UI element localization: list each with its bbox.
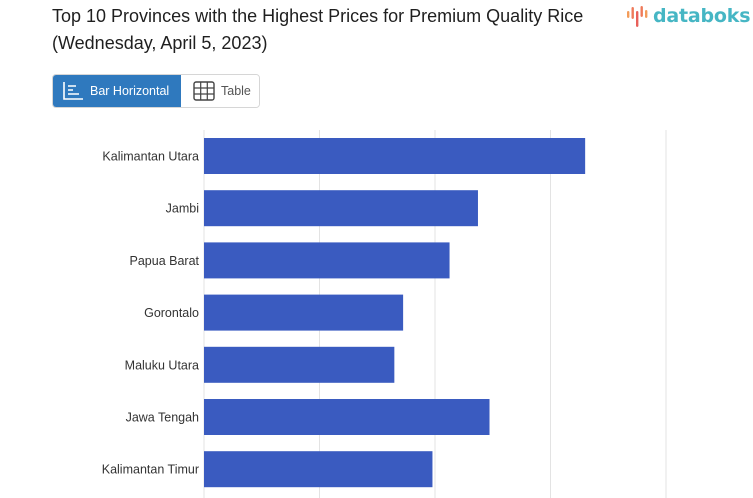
view-toggle: Bar Horizontal Table	[52, 74, 260, 108]
category-label: Gorontalo	[144, 306, 199, 320]
bar-maluku-utara[interactable]	[204, 346, 395, 383]
table-icon	[193, 81, 215, 101]
table-button[interactable]: Table	[181, 75, 259, 107]
bar-horizontal-label: Bar Horizontal	[90, 84, 170, 98]
databoks-logo[interactable]: databoks	[626, 4, 751, 28]
category-label: Maluku Utara	[125, 358, 199, 372]
category-label: Jawa Tengah	[126, 411, 199, 425]
databoks-logo-icon	[627, 6, 648, 27]
table-label: Table	[221, 84, 251, 98]
bar-gorontalo[interactable]	[204, 294, 404, 331]
category-label: Kalimantan Timur	[102, 463, 199, 477]
category-label: Kalimantan Utara	[102, 150, 199, 164]
category-label: Papua Barat	[130, 254, 200, 268]
brand-name: databoks	[653, 5, 751, 27]
bar-chart-icon	[63, 82, 83, 100]
bar-jawa-tengah[interactable]	[204, 399, 490, 435]
bar-horizontal-button[interactable]: Bar Horizontal	[53, 75, 181, 107]
chart-title: Top 10 Provinces with the Highest Prices…	[52, 6, 584, 53]
category-label: Jambi	[166, 202, 199, 216]
bar-kalimantan-utara[interactable]	[204, 138, 586, 174]
bar-jambi[interactable]	[204, 190, 478, 227]
bar-kalimantan-timur[interactable]	[204, 451, 433, 488]
bar-papua-barat[interactable]	[204, 242, 450, 279]
